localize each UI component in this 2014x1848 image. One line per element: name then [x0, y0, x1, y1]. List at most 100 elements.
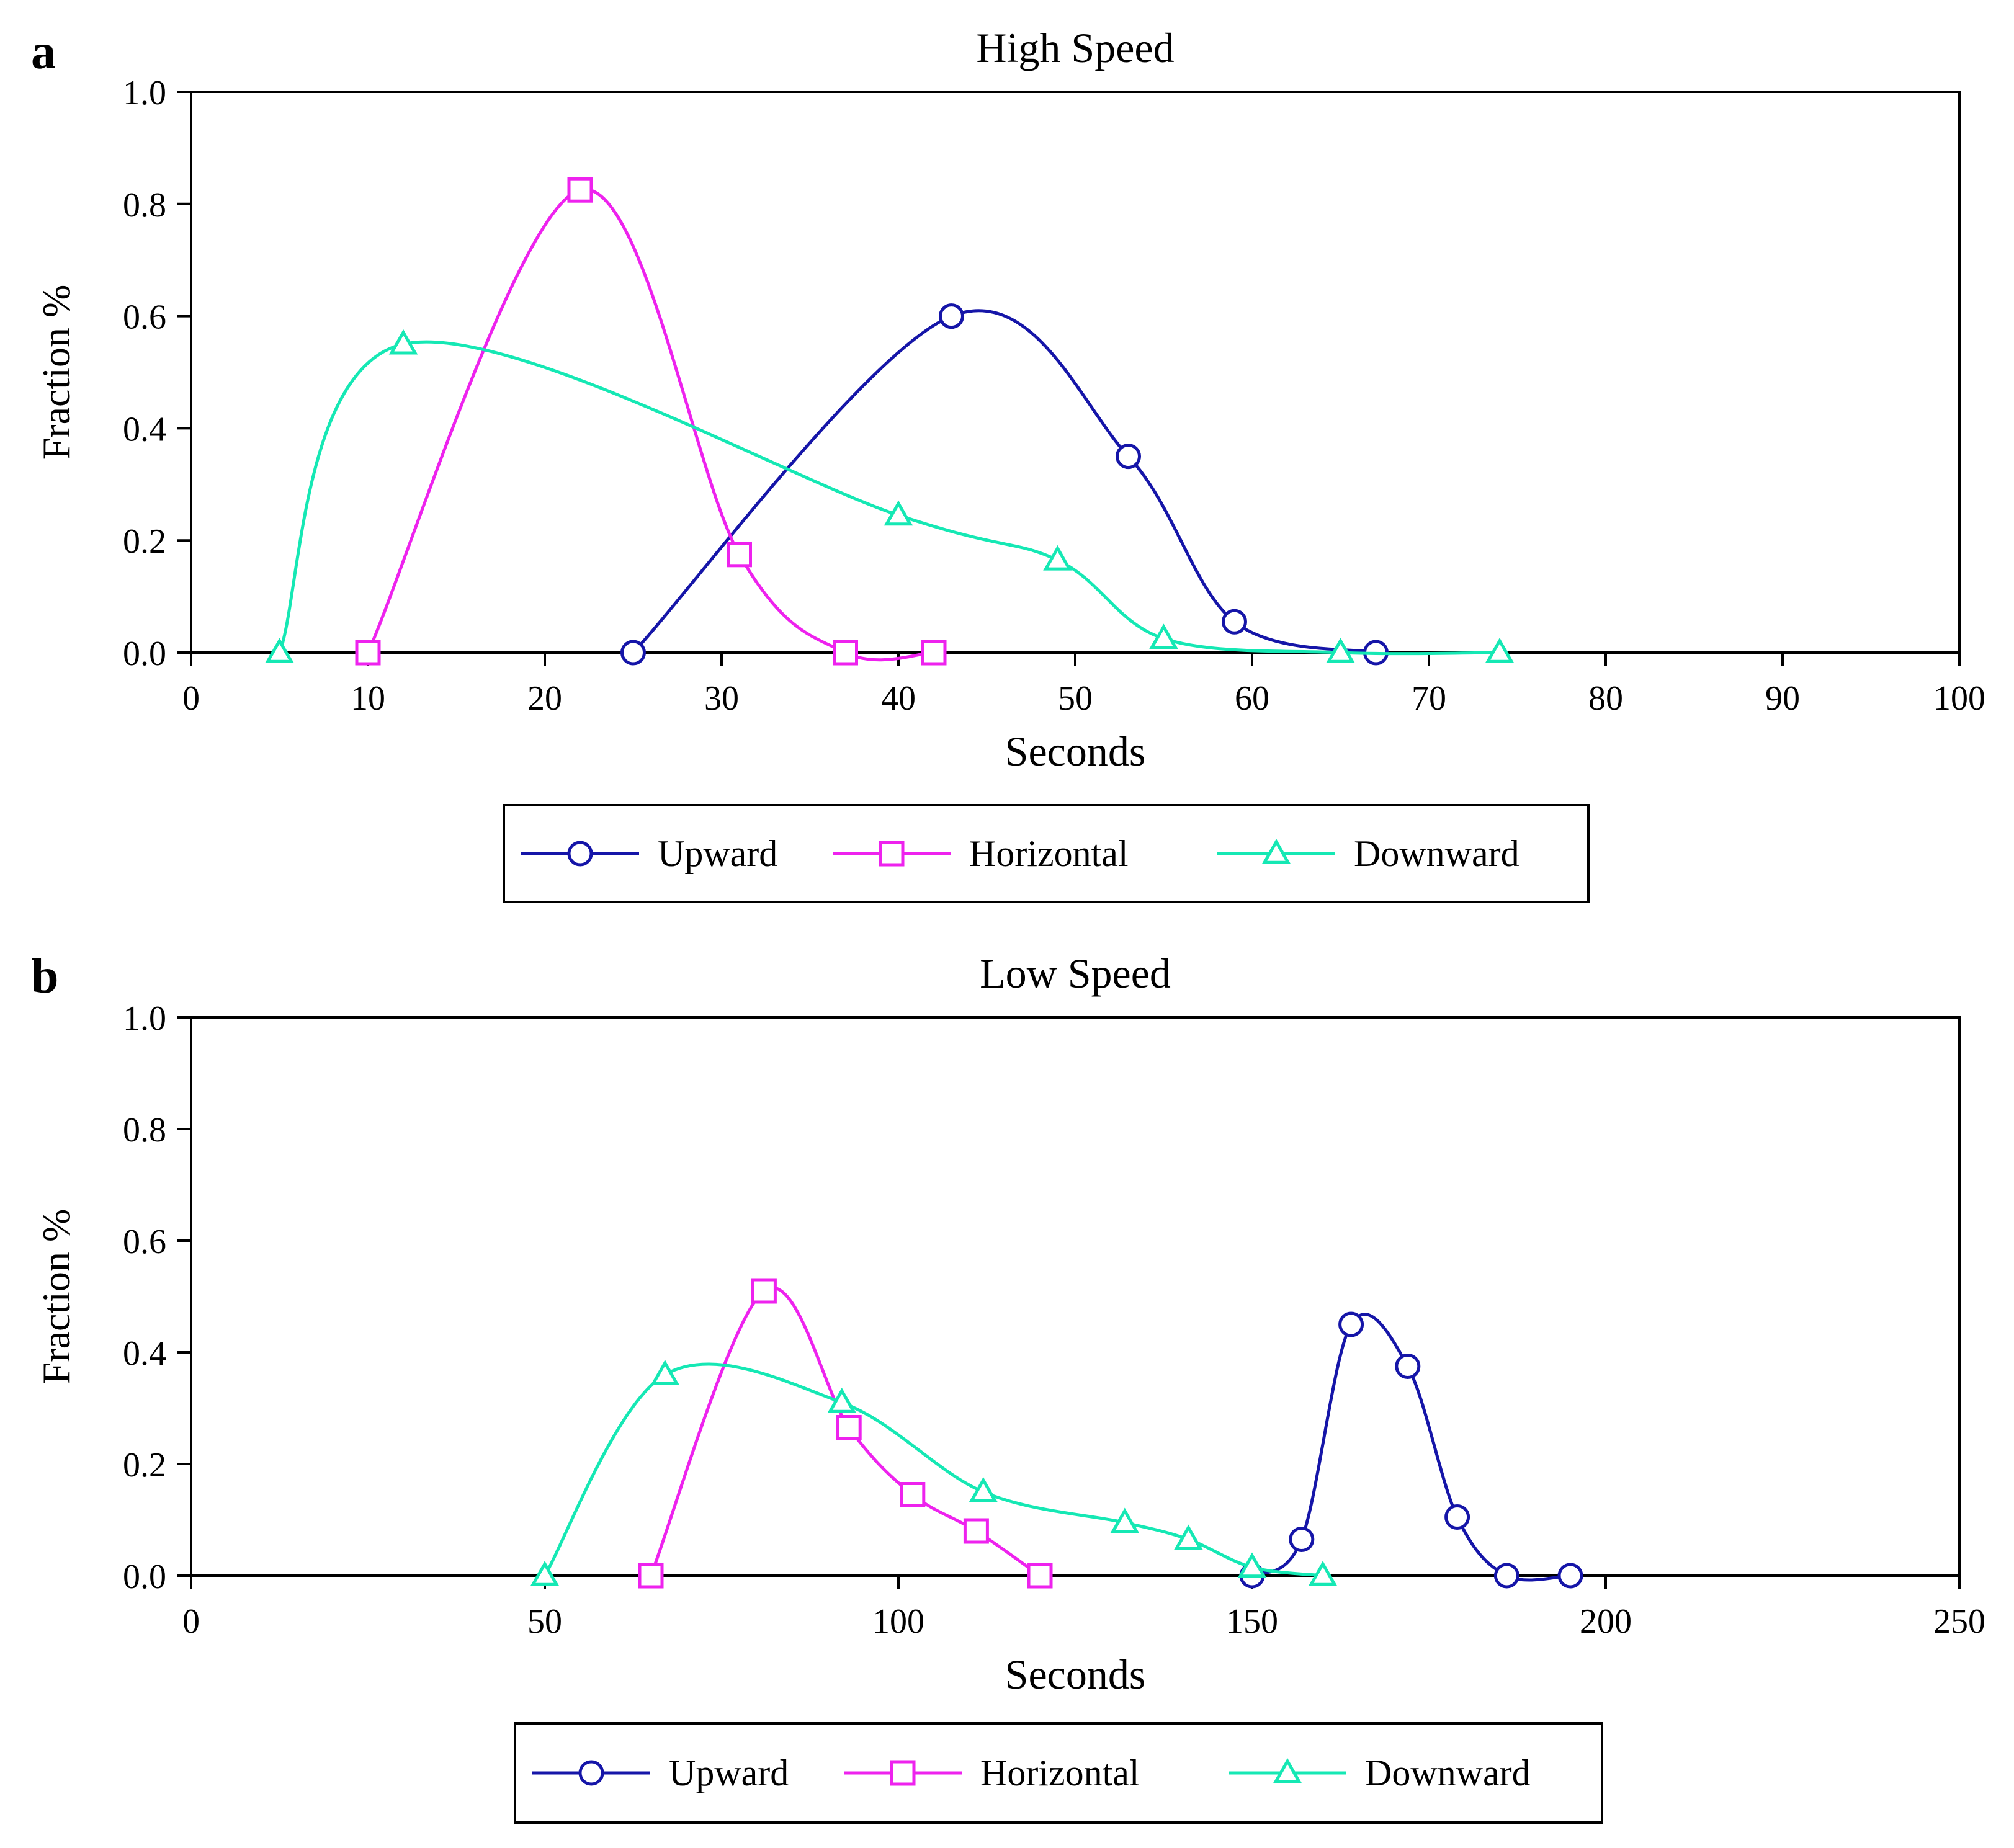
x-tick-label: 10: [351, 679, 385, 718]
downward-data-point: [388, 329, 418, 355]
x-tick-label: 70: [1412, 679, 1446, 718]
downward-data-point: [1149, 623, 1178, 649]
horizontal-data-point: [727, 542, 752, 568]
legend-entry-downward: Downward: [1229, 1752, 1531, 1793]
x-tick-label: 0: [182, 679, 200, 718]
legend-square-marker: [879, 841, 905, 867]
y-tick-label: 0.8: [123, 1111, 166, 1149]
chart-title: Low Speed: [980, 950, 1171, 997]
downward-data-point: [884, 500, 913, 526]
legend-box: [503, 804, 1590, 903]
x-tick-label: 60: [1235, 679, 1269, 718]
y-tick-label: 1.0: [123, 999, 166, 1038]
legend-circle-marker: [578, 1760, 604, 1786]
legend-circle-marker: [567, 841, 593, 867]
horizontal-data-point: [900, 1482, 926, 1507]
x-tick-label: 100: [1933, 679, 1985, 718]
legend-entry-downward: Downward: [1217, 833, 1519, 874]
upward-data-point: [620, 640, 646, 666]
panel-a: a High Speed 0.0 0.2 0.4 0.6 0.8 1.0 0 10 20 30 40 50…: [31, 24, 1985, 903]
downward-data-point: [650, 1359, 680, 1385]
x-tick-label: 20: [527, 679, 562, 718]
downward-data-point: [827, 1387, 857, 1413]
x-axis-label: Seconds: [1005, 1651, 1146, 1698]
upward-data-point: [1338, 1311, 1364, 1337]
downward-data-point: [1485, 637, 1515, 663]
upward-data-point: [939, 303, 964, 329]
downward-data-point: [969, 1476, 998, 1502]
series-horizontal: [638, 1278, 1053, 1589]
x-tick-label: 50: [527, 1602, 562, 1641]
series-downward: [530, 1359, 1338, 1586]
upward-data-point: [1116, 444, 1141, 470]
plot-frame: [190, 1016, 1961, 1577]
legend-label: Horizontal: [980, 1752, 1140, 1793]
downward-data-point: [1308, 1560, 1338, 1586]
legend-label: Upward: [669, 1752, 789, 1793]
x-tick-label: 100: [872, 1602, 924, 1641]
x-tick-label: 50: [1058, 679, 1093, 718]
series-upward: [1239, 1311, 1583, 1589]
x-axis-label: Seconds: [1005, 728, 1146, 775]
horizontal-data-point: [638, 1563, 664, 1589]
horizontal-line: [366, 187, 934, 662]
upward-data-point: [1289, 1527, 1315, 1552]
x-tick-label: 0: [182, 1602, 200, 1641]
series-downward: [265, 329, 1515, 663]
x-tick-label: 250: [1933, 1602, 1985, 1641]
x-tick-label: 90: [1765, 679, 1800, 718]
legend-label: Downward: [1365, 1752, 1531, 1793]
upward-data-point: [1395, 1354, 1421, 1379]
downward-data-point: [1174, 1524, 1203, 1550]
x-tick-label: 150: [1226, 1602, 1278, 1641]
horizontal-data-point: [921, 640, 947, 666]
x-tick-label: 30: [704, 679, 739, 718]
legend-box: [514, 1722, 1603, 1824]
legend-entry-horizontal: Horizontal: [844, 1752, 1140, 1793]
x-tick-label: 200: [1580, 1602, 1632, 1641]
downward-data-point: [530, 1560, 560, 1586]
downward-line: [278, 340, 1500, 656]
y-axis-label: Fraction %: [34, 285, 78, 460]
legend-entry-upward: Upward: [532, 1752, 789, 1793]
panel-label: b: [31, 949, 59, 1004]
downward-data-point: [1326, 637, 1355, 663]
panel-b: b Low Speed 0.0 0.2 0.4 0.6 0.8 1.0 0 50 100 150 200…: [31, 949, 1985, 1824]
horizontal-data-point: [833, 640, 858, 666]
horizontal-data-point: [567, 177, 593, 203]
upward-line: [632, 309, 1377, 654]
upward-data-point: [1222, 609, 1247, 635]
downward-data-point: [1110, 1507, 1140, 1533]
legend-triangle-marker: [1273, 1757, 1302, 1783]
legend-entry-upward: Upward: [521, 833, 777, 874]
panel-label: a: [31, 25, 56, 79]
upward-data-point: [1444, 1504, 1470, 1530]
downward-data-point: [1237, 1552, 1267, 1578]
chart-title: High Speed: [976, 24, 1174, 71]
legend-square-marker: [890, 1760, 916, 1786]
horizontal-data-point: [836, 1415, 862, 1440]
y-tick-label: 0.4: [123, 410, 166, 449]
y-tick-label: 1.0: [123, 74, 166, 112]
horizontal-data-point: [1027, 1563, 1053, 1589]
legend-triangle-marker: [1261, 838, 1291, 864]
upward-data-point: [1493, 1563, 1519, 1589]
y-tick-label: 0.0: [123, 635, 166, 673]
y-tick-label: 0.2: [123, 522, 166, 561]
legend-label: Upward: [658, 833, 777, 874]
legend: Upward Horizontal Downward: [503, 804, 1590, 903]
y-tick-label: 0.2: [123, 1446, 166, 1484]
y-tick-label: 0.6: [123, 298, 166, 337]
upward-data-point: [1557, 1563, 1583, 1589]
y-tick-label: 0.4: [123, 1334, 166, 1373]
y-tick-label: 0.0: [123, 1558, 166, 1596]
x-tick-label: 40: [881, 679, 916, 718]
y-axis-label: Fraction %: [34, 1209, 78, 1385]
downward-data-point: [265, 637, 294, 663]
series-upward: [620, 303, 1389, 666]
legend-label: Downward: [1354, 833, 1519, 874]
horizontal-data-point: [751, 1278, 777, 1304]
horizontal-data-point: [355, 640, 381, 666]
legend-label: Horizontal: [969, 833, 1129, 874]
